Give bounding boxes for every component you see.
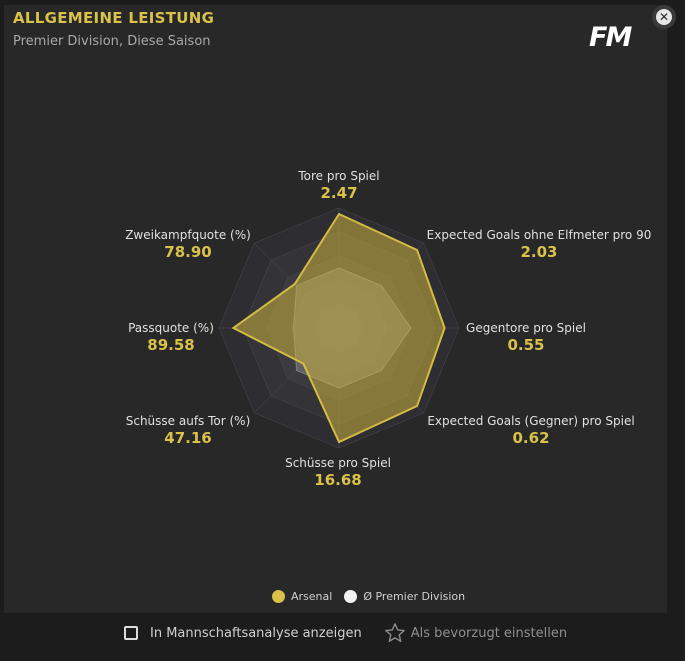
metric-gegentore-pro-spiel: Gegentore pro Spiel 0.55: [466, 320, 586, 355]
legend-dot-arsenal: [272, 590, 285, 603]
metric-label: Expected Goals ohne Elfmeter pro 90: [426, 228, 652, 242]
metric-label: Zweikampfquote (%): [125, 228, 251, 242]
panel-subtitle: Premier Division, Diese Saison: [13, 34, 211, 49]
metric-label: Schüsse pro Spiel: [285, 456, 391, 470]
metric-passquote: Passquote (%) 89.58: [128, 320, 214, 355]
set-favorite-label[interactable]: Als bevorzugt einstellen: [410, 625, 568, 641]
chart-legend: Arsenal Ø Premier Division: [272, 590, 477, 603]
legend-label: Ø Premier Division: [363, 590, 466, 603]
metric-value: 0.62: [512, 429, 550, 447]
team-analysis-checkbox[interactable]: [124, 626, 138, 640]
legend-item-premier-division: Ø Premier Division: [344, 590, 465, 603]
fm-logo: FM: [589, 22, 632, 53]
star-icon: [384, 623, 405, 642]
metric-value: 2.47: [320, 184, 358, 202]
set-favorite-button[interactable]: Als bevorzugt einstellen: [384, 622, 567, 644]
legend-label: Arsenal: [291, 590, 333, 603]
legend-dot-premier-division: [344, 590, 358, 603]
metric-value: 89.58: [147, 336, 195, 354]
metric-xg-gegner: Expected Goals (Gegner) pro Spiel 0.62: [427, 413, 634, 448]
metric-label: Schüsse aufs Tor (%): [125, 414, 251, 428]
footer-bar: In Mannschaftsanalyse anzeigen Als bevor…: [124, 622, 567, 644]
metric-schuesse-aufs-tor: Schüsse aufs Tor (%) 47.16: [126, 413, 251, 448]
metric-xg-ohne-elfmeter: Expected Goals ohne Elfmeter pro 90 2.03: [427, 227, 652, 262]
metric-tore-pro-spiel: Tore pro Spiel 2.47: [298, 168, 379, 203]
close-button[interactable]: ✕: [652, 5, 676, 29]
legend-item-arsenal: Arsenal: [272, 590, 332, 603]
panel-title: ALLGEMEINE LEISTUNG: [13, 9, 215, 27]
metric-value: 47.16: [164, 429, 212, 447]
metric-value: 78.90: [164, 243, 212, 261]
metric-label: Expected Goals (Gegner) pro Spiel: [427, 414, 635, 428]
metric-schuesse-pro-spiel: Schüsse pro Spiel 16.68: [285, 455, 391, 490]
close-icon: ✕: [656, 9, 672, 25]
metric-label: Passquote (%): [128, 321, 214, 335]
metric-label: Tore pro Spiel: [298, 169, 380, 183]
metric-label: Gegentore pro Spiel: [466, 321, 586, 335]
team-analysis-label[interactable]: In Mannschaftsanalyse anzeigen: [150, 625, 362, 641]
metric-value: 16.68: [314, 471, 362, 489]
metric-zweikampfquote: Zweikampfquote (%) 78.90: [125, 227, 251, 262]
metric-value: 2.03: [520, 243, 558, 261]
metric-value: 0.55: [507, 336, 545, 354]
radar-series-arsenal: [231, 212, 446, 444]
